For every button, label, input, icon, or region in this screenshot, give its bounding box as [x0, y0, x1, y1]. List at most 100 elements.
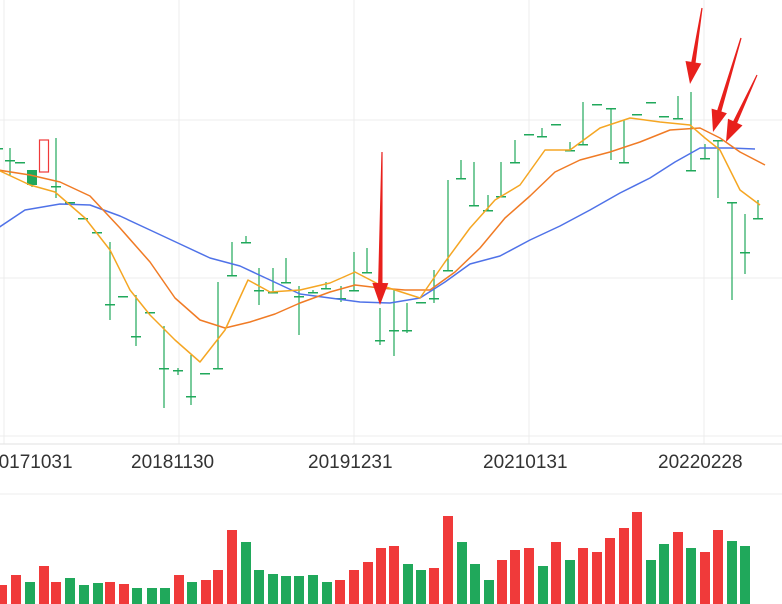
- candle-body: [65, 202, 75, 204]
- volume-bar-down: [457, 542, 467, 604]
- volume-bar-down: [727, 541, 737, 604]
- ma-fast-line: [0, 117, 761, 363]
- candle-body: [429, 298, 439, 300]
- candle-down: [740, 214, 750, 274]
- candle-down: [268, 268, 278, 294]
- candle-down: [537, 128, 547, 138]
- volume-bar-down: [646, 560, 656, 604]
- volume-bar-down: [147, 588, 157, 604]
- candle-down: [173, 368, 183, 375]
- volume-bar-up: [592, 552, 602, 604]
- candle-body: [145, 312, 155, 314]
- candle-down: [375, 308, 385, 345]
- volume-bar-up: [213, 570, 223, 604]
- x-tick-label: 20220228: [658, 452, 743, 473]
- candle-down: [659, 116, 669, 118]
- candle-body: [159, 368, 169, 370]
- volume-bar-up: [443, 516, 453, 604]
- candle-body: [632, 114, 642, 116]
- x-tick-label: 20210131: [483, 452, 568, 473]
- volume-bar-down: [187, 582, 197, 604]
- candle-body: [27, 170, 37, 185]
- volume-bar-up: [51, 582, 61, 604]
- candle-body: [5, 160, 15, 162]
- annotation-arrow-layer: [372, 7, 758, 305]
- candle-body: [173, 370, 183, 372]
- candle-body: [483, 210, 493, 212]
- candle-down: [78, 218, 88, 220]
- volume-bar-down: [686, 548, 696, 604]
- candle-down: [578, 102, 588, 146]
- candle-down: [241, 236, 251, 244]
- candle-down: [281, 258, 291, 284]
- x-tick-label: 20181130: [131, 452, 214, 473]
- x-axis-ticks: 20171031 20181130 20191231 20210131 2022…: [0, 452, 743, 473]
- volume-bar-down: [308, 575, 318, 604]
- candle-down: [551, 124, 561, 126]
- candle-body: [15, 162, 25, 164]
- candle-down: [456, 160, 466, 180]
- candle-body: [38, 139, 50, 173]
- candle-body: [578, 144, 588, 146]
- candle-down: [429, 270, 439, 303]
- candle-body: [131, 336, 141, 338]
- volume-bar-down: [659, 544, 669, 604]
- candle-down: [0, 148, 3, 150]
- volume-bar-up: [335, 580, 345, 604]
- volume-bar-up: [119, 584, 129, 604]
- candle-body: [51, 186, 61, 188]
- volume-bar-up: [349, 570, 359, 604]
- volume-bar-down: [65, 578, 75, 604]
- candle-down: [321, 282, 331, 290]
- candle-body: [227, 275, 237, 277]
- candle-down: [159, 326, 169, 408]
- candle-body: [686, 170, 696, 172]
- candle-down: [700, 144, 710, 160]
- candle-body: [402, 330, 412, 332]
- volume-bar-down: [484, 580, 494, 604]
- candle-body: [551, 124, 561, 126]
- candle-down: [469, 162, 479, 207]
- moving-average-layer: [0, 117, 766, 363]
- candle-body: [375, 340, 385, 342]
- candle-down: [105, 242, 115, 320]
- candle-up: [38, 139, 50, 173]
- candle-down: [349, 252, 359, 292]
- candle-down: [118, 296, 128, 298]
- candle-down: [227, 242, 237, 277]
- volume-bar-up: [510, 550, 520, 604]
- candle-body: [118, 296, 128, 298]
- candle-body: [0, 148, 3, 150]
- volume-bar-up: [429, 568, 439, 604]
- x-tick-label: 20171031: [0, 452, 73, 473]
- annotation-arrow: [685, 7, 703, 84]
- volume-bar-up: [376, 548, 386, 604]
- volume-bar-up: [497, 560, 507, 604]
- candle-body: [281, 282, 291, 284]
- volume-bars-layer: [0, 512, 750, 604]
- volume-bar-down: [79, 585, 89, 604]
- candle-body: [606, 108, 616, 110]
- candle-body: [308, 292, 318, 294]
- candle-down: [51, 138, 61, 198]
- volume-bar-up: [700, 552, 710, 604]
- volume-bar-down: [470, 564, 480, 604]
- candle-body: [254, 290, 264, 292]
- volume-bar-down: [281, 576, 291, 604]
- volume-bar-down: [538, 566, 548, 604]
- volume-bar-down: [160, 588, 170, 604]
- volume-bar-up: [524, 548, 534, 604]
- candle-body: [443, 270, 453, 272]
- volume-bar-down: [565, 560, 575, 604]
- volume-bar-down: [241, 542, 251, 604]
- candle-down: [632, 114, 642, 116]
- candle-body: [700, 158, 710, 160]
- volume-bar-down: [93, 583, 103, 604]
- candle-down: [186, 355, 196, 405]
- volume-bar-down: [294, 576, 304, 604]
- candle-down: [524, 134, 534, 136]
- candle-body: [740, 252, 750, 254]
- candle-body: [294, 296, 304, 298]
- candle-down: [619, 120, 629, 164]
- candle-body: [362, 272, 372, 274]
